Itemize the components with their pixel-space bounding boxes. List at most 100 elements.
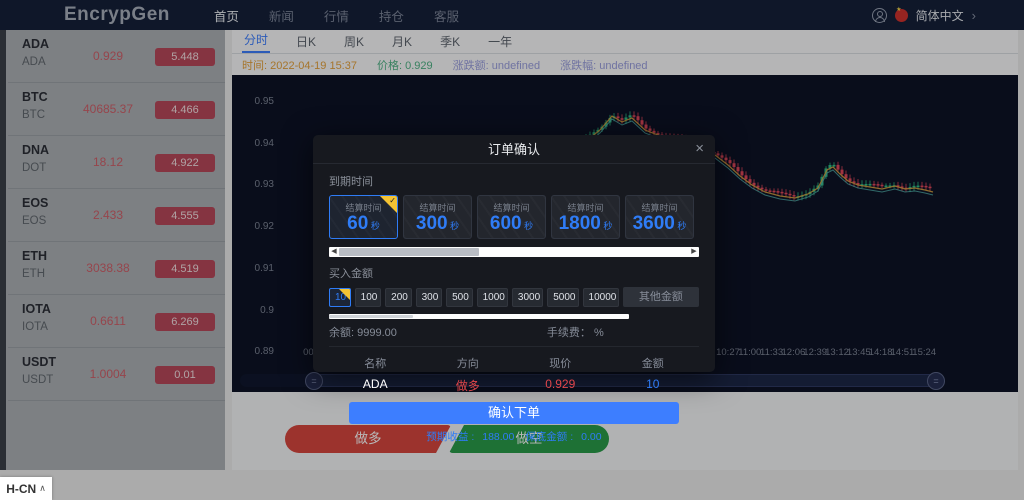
chart-tab[interactable]: 分时 (242, 28, 271, 53)
selected-corner (338, 288, 350, 300)
period-unit: 秒 (674, 221, 687, 231)
info-time: 时间: 2022-04-19 15:37 (242, 59, 357, 72)
market-subname: ETH (22, 268, 45, 280)
amount-button[interactable]: 100 (354, 287, 382, 307)
market-row[interactable]: IOTA IOTA 0.6611 6.269 (8, 295, 225, 348)
market-change-badge: 4.922 (155, 154, 215, 172)
market-row[interactable]: BTC BTC 40685.37 4.466 (8, 83, 225, 136)
scrollbar-track (329, 314, 629, 319)
market-list: ADA ADA 0.929 5.448 BTC BTC 40685.37 4.466 DNA DO… (0, 30, 225, 401)
y-axis-label: 0.89 (254, 346, 274, 358)
amount-button[interactable]: 500 (446, 287, 473, 307)
confirm-order-button[interactable]: 确认下单 (349, 402, 679, 424)
amount-button[interactable]: 1000 (476, 287, 508, 307)
chevron-right-icon[interactable]: › (971, 7, 976, 23)
amount-button[interactable]: 5000 (547, 287, 579, 307)
user-icon[interactable] (871, 7, 887, 23)
period-label: 结算时间 (641, 203, 678, 213)
navigator-handle-right[interactable]: = (927, 372, 945, 390)
market-row[interactable]: DNA DOT 18.12 4.922 (8, 136, 225, 189)
caret-up-icon: ∧ (39, 483, 46, 493)
x-axis-label: 15:24 (912, 347, 937, 358)
info-change: 涨跌额: undefined (452, 59, 541, 72)
language-switcher[interactable]: H-CN ∧ (0, 477, 52, 500)
market-price: 18.12 (92, 155, 124, 169)
amount-button[interactable]: 10000 (582, 287, 619, 307)
order-confirm-modal: 订单确认 × 到期时间 结算时间 60 秒 ✓ 结算时间 300 秒结算时间 600 秒结… (313, 135, 715, 443)
cell-price: 0.929 (545, 377, 576, 391)
chart-tab[interactable]: 季K (440, 35, 461, 49)
period-value: 600 秒 (489, 213, 534, 234)
market-symbol: EOS (22, 196, 49, 210)
x-axis-label: 11:33 (760, 347, 784, 358)
nav-item[interactable]: 客服 (433, 9, 459, 24)
nav-menu: 首页 新闻 行情 持仓 客服 (214, 6, 459, 25)
scroll-left-icon[interactable]: ◀ (331, 248, 337, 255)
market-symbol: USDT (22, 355, 57, 369)
chart-tab[interactable]: 日K (296, 35, 317, 49)
modal-title: 订单确认 (487, 142, 540, 157)
balance: 余额: 9999.00 (329, 327, 397, 339)
x-axis-label: 14:18 (868, 347, 893, 358)
market-subname: EOS (22, 215, 47, 227)
info-price: 价格: 0.929 (376, 59, 433, 72)
nav-item[interactable]: 新闻 (268, 9, 294, 24)
period-card[interactable]: 结算时间 300 秒 (403, 195, 472, 239)
market-price: 0.929 (92, 49, 124, 63)
period-value: 1800 秒 (558, 213, 613, 234)
nav-item[interactable]: 持仓 (378, 9, 404, 24)
chart-navigator[interactable]: = = (240, 372, 945, 390)
amount-button[interactable]: 200 (385, 287, 412, 307)
period-card[interactable]: 结算时间 3600 秒 (625, 195, 694, 239)
market-row[interactable]: EOS EOS 2.433 4.555 (8, 189, 225, 242)
y-axis-label: 0.9 (260, 304, 274, 316)
chart-tab[interactable]: 月K (392, 35, 413, 49)
amount-button[interactable]: 3000 (511, 287, 544, 307)
x-axis-label: 14:51 (890, 347, 915, 358)
other-amount-button[interactable]: 其他金额 (622, 287, 700, 307)
sidebar-scrollbar[interactable] (0, 30, 6, 470)
amount-button[interactable]: 10 (329, 287, 351, 307)
market-row[interactable]: USDT USDT 1.0004 0.01 (8, 348, 225, 401)
market-row[interactable]: ETH ETH 3038.38 4.519 (8, 242, 225, 295)
y-axis-label: 0.95 (254, 96, 274, 107)
buy-down-button[interactable]: 做空 (449, 425, 609, 453)
nav-item[interactable]: 行情 (323, 9, 349, 24)
period-unit: 秒 (447, 221, 460, 231)
period-card[interactable]: 结算时间 1800 秒 (551, 195, 620, 239)
close-icon[interactable]: × (695, 140, 704, 157)
periods-scrollbar[interactable]: ◀ ▶ (329, 247, 699, 257)
buy-up-button[interactable]: 做多 (285, 425, 451, 453)
market-subname: IOTA (22, 321, 48, 333)
scroll-right-icon[interactable]: ▶ (691, 248, 697, 255)
period-card[interactable]: 结算时间 600 秒 (477, 195, 546, 239)
language-selector[interactable]: 简体中文 (915, 8, 964, 23)
chart-tabs: 分时 日K 周K 月K 季K 一年 (232, 30, 1018, 54)
chart-tab[interactable]: 周K (344, 35, 365, 49)
amounts-scrollbar[interactable] (329, 314, 629, 319)
navigator-handle-left[interactable]: = (305, 372, 323, 390)
market-subname: ADA (22, 56, 46, 68)
chart-tab[interactable]: 一年 (488, 35, 513, 49)
market-symbol: DNA (22, 143, 50, 157)
period-value: 300 秒 (415, 213, 460, 234)
app-logo[interactable]: EncrypGen (64, 4, 170, 25)
market-symbol: ETH (22, 249, 47, 263)
nav-item[interactable]: 首页 (213, 9, 239, 24)
period-options: 结算时间 60 秒 ✓ 结算时间 300 秒结算时间 600 秒结算时间 1800 秒结算时… (329, 195, 699, 239)
market-row[interactable]: ADA ADA 0.929 5.448 (8, 30, 225, 83)
market-subname: DOT (22, 162, 47, 174)
modal-body: 到期时间 结算时间 60 秒 ✓ 结算时间 300 秒结算时间 600 秒结算时间 1800… (313, 164, 715, 444)
period-unit: 秒 (600, 221, 613, 231)
table-header-cell: 现价 (549, 358, 572, 370)
cell-direction: 做多 (455, 379, 480, 393)
navigator-range[interactable]: = = (305, 372, 945, 390)
scrollbar-thumb[interactable] (339, 248, 479, 256)
modal-header: 订单确认 × (313, 135, 715, 164)
amount-button[interactable]: 300 (415, 287, 443, 307)
table-header-cell: 金额 (641, 358, 664, 370)
table-header-row: 名称 方向 现价 金额 (329, 353, 699, 373)
cn-flag-icon[interactable] (894, 6, 908, 22)
scrollbar-thumb[interactable] (329, 315, 413, 318)
period-card[interactable]: 结算时间 60 秒 ✓ (329, 195, 398, 239)
